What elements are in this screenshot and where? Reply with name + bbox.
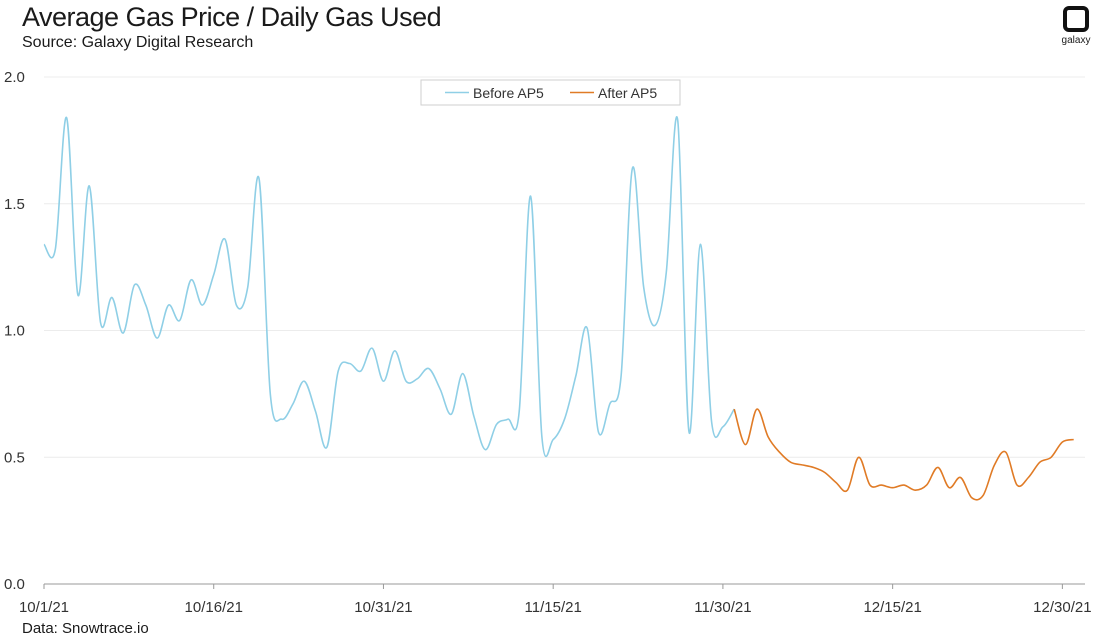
legend-label: Before AP5 (473, 85, 544, 101)
galaxy-logo-icon (1063, 6, 1089, 32)
y-tick-label: 0.0 (4, 576, 25, 593)
series-line-before-ap5 (43, 116, 735, 458)
y-tick-label: 1.5 (4, 196, 25, 213)
y-tick-label: 1.0 (4, 323, 25, 340)
y-tick-label: 0.5 (4, 449, 25, 466)
chart-title: Average Gas Price / Daily Gas Used (22, 2, 442, 32)
brand-logo-text: galaxy (1061, 35, 1091, 46)
x-tick-label: 10/31/21 (354, 599, 412, 616)
brand-logo: galaxy (1056, 6, 1096, 46)
series-line-after-ap5 (733, 408, 1074, 501)
x-tick-label: 11/15/21 (525, 599, 582, 616)
data-source-note: Data: Snowtrace.io (22, 620, 149, 637)
x-tick-label: 12/15/21 (863, 599, 921, 616)
legend-label: After AP5 (598, 85, 657, 101)
x-tick-label: 12/30/21 (1033, 599, 1091, 616)
x-tick-label: 11/30/21 (694, 599, 751, 616)
y-tick-label: 2.0 (4, 69, 25, 86)
x-tick-label: 10/1/21 (19, 599, 69, 616)
x-tick-label: 10/16/21 (185, 599, 243, 616)
chart-subtitle: Source: Galaxy Digital Research (22, 34, 254, 51)
